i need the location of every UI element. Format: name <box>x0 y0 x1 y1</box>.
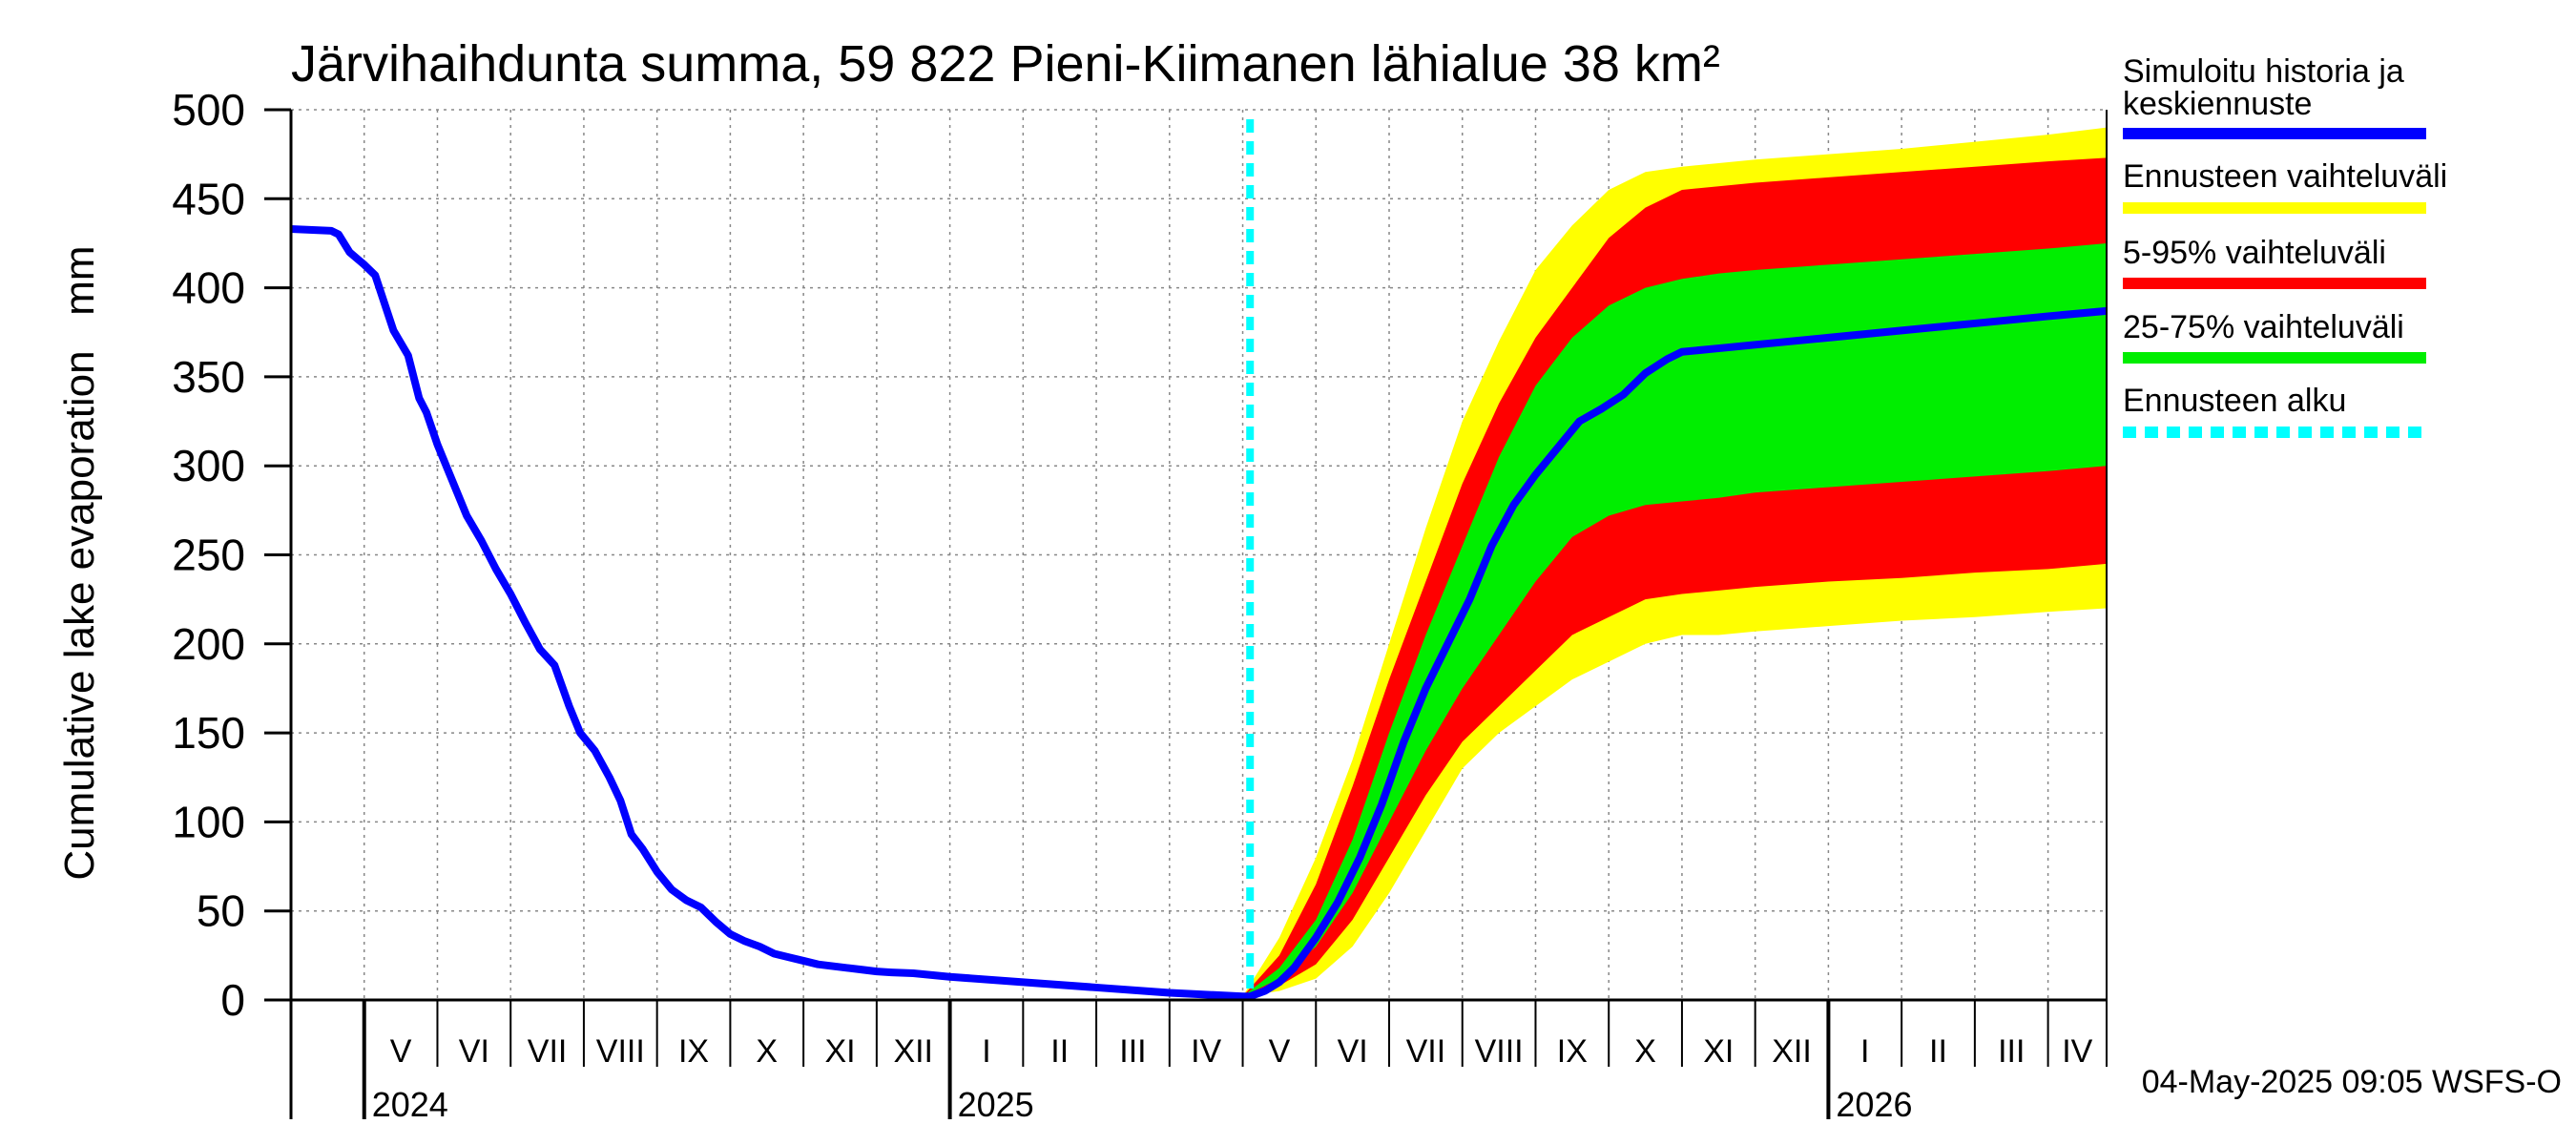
x-axis-labels: V VI VII VIII IX X XI XII I II III IV V VI VII VIII IX X X… <box>372 1033 2093 1124</box>
y-tick-label: 150 <box>172 708 245 758</box>
x-month-label: IX <box>678 1033 709 1070</box>
x-month-label: IV <box>2062 1033 2092 1070</box>
legend-label: Simuloitu historia ja keskiennuste <box>2123 53 2404 122</box>
x-month-label: X <box>1634 1033 1656 1070</box>
forecast-bands <box>1242 127 2107 997</box>
x-month-label: III <box>1119 1033 1146 1070</box>
legend-label: Ennusteen alku <box>2123 383 2346 419</box>
chart-title: Järvihaihdunta summa, 59 822 Pieni-Kiima… <box>291 35 1720 93</box>
y-tick-label: 50 <box>197 886 245 936</box>
y-tick-label: 250 <box>172 531 245 580</box>
y-tick-label: 400 <box>172 263 245 313</box>
x-month-label: III <box>1998 1033 2025 1070</box>
x-year-label: 2026 <box>1836 1085 1912 1124</box>
x-month-label: I <box>982 1033 990 1070</box>
x-year-label: 2024 <box>372 1085 448 1124</box>
legend: Simuloitu historia ja keskiennuste Ennuste… <box>2123 53 2447 438</box>
x-month-label: V <box>1269 1033 1291 1070</box>
legend-label: 5-95% vaihteluväli <box>2123 235 2386 271</box>
y-axis-title: Cumulative lake evaporation mm <box>56 245 103 880</box>
x-month-label: VI <box>459 1033 489 1070</box>
x-month-label: VIII <box>1475 1033 1524 1070</box>
x-month-label: I <box>1860 1033 1869 1070</box>
x-month-label: VII <box>528 1033 568 1070</box>
x-month-label: XII <box>1772 1033 1812 1070</box>
series-lines <box>290 119 2108 1001</box>
legend-label: Ennusteen vaihteluväli <box>2123 158 2447 195</box>
x-year-label: 2025 <box>958 1085 1034 1124</box>
x-month-label: II <box>1929 1033 1947 1070</box>
band-25-75 <box>1242 242 2107 997</box>
x-month-label: XII <box>893 1033 933 1070</box>
y-tick-label: 450 <box>172 174 245 223</box>
x-month-label: XI <box>824 1033 855 1070</box>
y-axis-labels: 0 50 100 150 200 250 300 350 400 450 500 <box>172 85 245 1025</box>
y-tick-label: 200 <box>172 619 245 669</box>
y-tick-label: 350 <box>172 352 245 402</box>
x-month-label: XI <box>1703 1033 1734 1070</box>
series-line-median <box>290 225 2108 1001</box>
legend-label: 25-75% vaihteluväli <box>2123 309 2404 345</box>
x-month-label: X <box>756 1033 778 1070</box>
x-month-label: II <box>1050 1033 1069 1070</box>
y-tick-label: 0 <box>220 975 245 1025</box>
y-tick-label: 500 <box>172 85 245 135</box>
x-month-label: VIII <box>596 1033 645 1070</box>
y-tick-label: 300 <box>172 441 245 490</box>
x-month-label: VI <box>1338 1033 1368 1070</box>
axes <box>264 108 2108 1119</box>
x-month-label: V <box>390 1033 412 1070</box>
x-month-label: IX <box>1557 1033 1588 1070</box>
x-month-label: IV <box>1191 1033 1221 1070</box>
x-month-label: VII <box>1406 1033 1446 1070</box>
timestamp-footer: 04-May-2025 09:05 WSFS-O <box>2142 1064 2562 1100</box>
y-tick-label: 100 <box>172 797 245 846</box>
